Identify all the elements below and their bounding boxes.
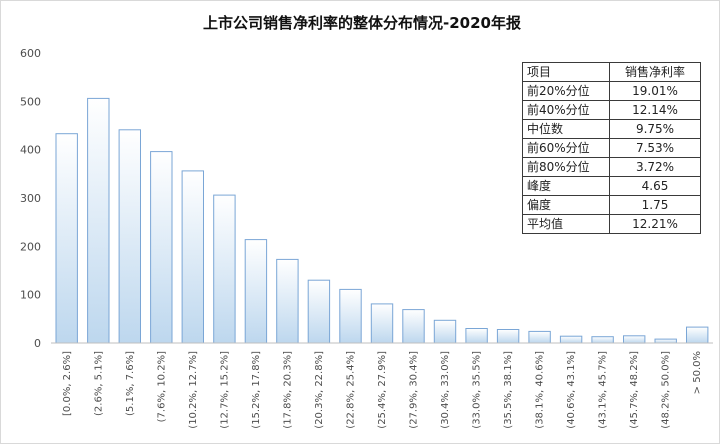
- bar: [118, 129, 141, 344]
- stat-value: 4.65: [609, 176, 701, 196]
- bar: [181, 170, 205, 344]
- y-tick-label: 300: [20, 192, 41, 205]
- stat-value: 7.53%: [609, 138, 701, 158]
- table-row: 平均值 12.21%: [522, 214, 701, 234]
- x-tick-label: (35.5%, 38.1%]: [503, 351, 514, 429]
- stat-value: 19.01%: [609, 81, 701, 101]
- stat-label: 前40%分位: [522, 100, 610, 120]
- x-tick-label: (38.1%, 40.6%]: [535, 351, 546, 429]
- x-tick-label: (12.7%, 15.2%]: [219, 351, 230, 429]
- stats-header-item: 项目: [522, 62, 610, 82]
- x-tick-label: (25.4%, 27.9%]: [377, 351, 388, 429]
- bar: [244, 239, 268, 344]
- bar: [591, 336, 614, 344]
- y-tick-label: 400: [20, 144, 41, 157]
- stat-label: 前80%分位: [522, 157, 610, 177]
- stat-label: 偏度: [522, 195, 610, 215]
- table-row: 前20%分位 19.01%: [522, 81, 701, 101]
- stat-value: 3.72%: [609, 157, 701, 177]
- x-tick-label: > 50.0%: [692, 351, 703, 394]
- table-row: 前60%分位 7.53%: [522, 138, 701, 158]
- x-tick-label: (5.1%, 7.6%]: [125, 351, 136, 416]
- bar: [528, 330, 551, 344]
- bar: [276, 258, 299, 344]
- x-tick-label: (43.1%, 45.7%]: [598, 351, 609, 429]
- bar: [55, 133, 78, 344]
- bar: [433, 319, 457, 344]
- x-tick-label: (40.6%, 43.1%]: [566, 351, 577, 429]
- x-tick-label: (10.2%, 12.7%]: [188, 351, 199, 429]
- x-tick-label: (45.7%, 48.2%]: [629, 351, 640, 429]
- stat-value: 9.75%: [609, 119, 701, 139]
- y-tick-label: 0: [34, 337, 41, 350]
- x-tick-label: (30.4%, 33.0%]: [440, 351, 451, 429]
- x-axis: [0.0%, 2.6%] (2.6%, 5.1%] (5.1%, 7.6%] (7.6…: [62, 351, 703, 429]
- x-tick-label: (17.8%, 20.3%]: [282, 351, 293, 429]
- stat-label: 平均值: [522, 214, 610, 234]
- table-row: 偏度 1.75: [522, 195, 701, 215]
- x-tick-label: (33.0%, 35.5%]: [472, 351, 483, 429]
- y-tick-label: 200: [20, 240, 41, 253]
- bar: [402, 309, 425, 344]
- stat-label: 中位数: [522, 119, 610, 139]
- y-tick-label: 100: [20, 289, 41, 302]
- bar: [496, 329, 520, 344]
- stats-table: 项目 销售净利率 前20%分位 19.01% 前40%分位 12.14% 中位数…: [522, 62, 701, 234]
- bar: [465, 328, 488, 344]
- x-tick-label: (7.6%, 10.2%]: [156, 351, 167, 422]
- bar: [87, 97, 110, 344]
- bar: [370, 303, 394, 344]
- stats-table-header: 项目 销售净利率: [522, 62, 701, 82]
- stats-header-value: 销售净利率: [609, 62, 701, 82]
- bar: [339, 288, 362, 344]
- bars-group: [55, 97, 709, 344]
- bar: [307, 279, 331, 344]
- y-tick-label: 600: [20, 47, 41, 60]
- x-tick-label: (22.8%, 25.4%]: [346, 351, 357, 429]
- x-tick-label: (48.2%, 50.0%]: [661, 351, 672, 429]
- table-row: 前40%分位 12.14%: [522, 100, 701, 120]
- stat-label: 前20%分位: [522, 81, 610, 101]
- bar: [559, 335, 583, 344]
- chart-title: 上市公司销售净利率的整体分布情况-2020年报: [203, 14, 521, 32]
- y-axis: 0 100 200 300 400 500 600: [20, 47, 41, 350]
- bar: [623, 335, 646, 344]
- x-tick-label: (20.3%, 22.8%]: [314, 351, 325, 429]
- table-row: 中位数 9.75%: [522, 119, 701, 139]
- stat-value: 12.14%: [609, 100, 701, 120]
- x-tick-label: [0.0%, 2.6%]: [62, 351, 73, 416]
- stat-value: 12.21%: [609, 214, 701, 234]
- table-row: 前80%分位 3.72%: [522, 157, 701, 177]
- bar: [150, 151, 173, 344]
- stat-value: 1.75: [609, 195, 701, 215]
- stat-label: 峰度: [522, 176, 610, 196]
- table-row: 峰度 4.65: [522, 176, 701, 196]
- bar: [213, 194, 236, 344]
- bar: [686, 326, 709, 344]
- x-tick-label: (15.2%, 17.8%]: [251, 351, 262, 429]
- stat-label: 前60%分位: [522, 138, 610, 158]
- y-tick-label: 500: [20, 95, 41, 108]
- bar: [654, 338, 677, 344]
- x-tick-label: (27.9%, 30.4%]: [409, 351, 420, 429]
- x-tick-label: (2.6%, 5.1%]: [93, 351, 104, 416]
